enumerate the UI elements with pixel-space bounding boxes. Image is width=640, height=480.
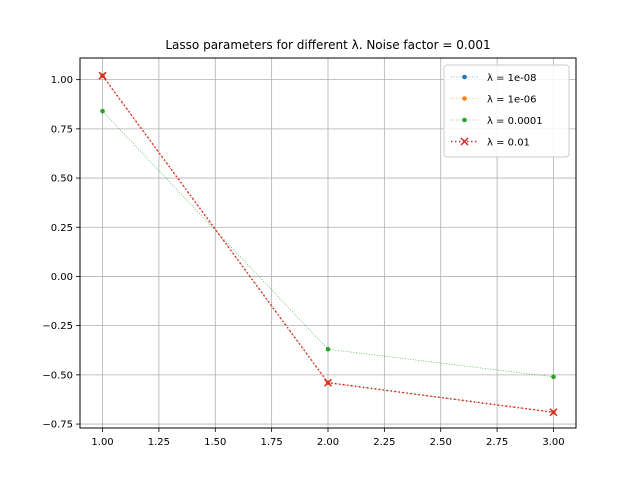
data-point (323, 378, 333, 387)
y-tick-label: 0.75 (51, 124, 73, 135)
x-stroke (460, 137, 469, 146)
x-tick-label: 2.75 (486, 437, 508, 448)
axis-ticks: 1.00 1.25 1.50 1.75 2.00 2.25 2.50 2.75 3.00 −0.7… (42, 75, 564, 448)
legend-swatch-marker (462, 74, 467, 80)
x-stroke (98, 71, 107, 80)
legend-label: λ = 1e-08 (487, 73, 537, 84)
x-tick-label: 1.75 (261, 437, 283, 448)
legend-label: λ = 0.01 (487, 138, 530, 149)
x-stroke (549, 408, 558, 417)
legend-label: λ = 0.0001 (487, 116, 543, 127)
x-tick-label: 3.00 (542, 437, 564, 448)
data-point (549, 408, 558, 417)
data-point (325, 346, 331, 352)
legend: λ = 1e-08 λ = 1e-06 λ = 0.0001 λ = 0.01 (443, 64, 570, 158)
x-tick-label: 2.00 (317, 437, 339, 448)
x-tick-label: 1.25 (148, 437, 170, 448)
y-tick-label: 1.00 (51, 75, 73, 86)
data-point (100, 108, 105, 114)
x-tick-label: 2.25 (373, 437, 395, 448)
legend-swatch-marker (462, 96, 467, 101)
y-tick-label: −0.50 (42, 370, 73, 381)
y-tick-label: 0.00 (51, 272, 73, 283)
legend-swatch-marker (462, 117, 467, 123)
x-tick-label: 2.50 (430, 437, 452, 448)
series-3 (100, 108, 556, 380)
y-tick-label: 0.25 (51, 223, 73, 234)
legend-label: λ = 1e-06 (487, 95, 537, 106)
legend-swatch-marker (460, 137, 469, 146)
y-tick-label: −0.75 (42, 420, 73, 431)
legend-box (443, 64, 570, 158)
data-point (98, 71, 107, 80)
data-point (551, 374, 556, 380)
x-tick-label: 1.50 (204, 437, 226, 448)
series-4 (98, 71, 558, 417)
x-tick-label: 1.00 (91, 437, 113, 448)
y-tick-label: −0.25 (42, 321, 73, 332)
series-layer (98, 71, 558, 417)
chart-title: Lasso parameters for different λ. Noise … (165, 38, 490, 52)
x-stroke (323, 378, 333, 387)
y-tick-label: 0.50 (51, 174, 73, 185)
